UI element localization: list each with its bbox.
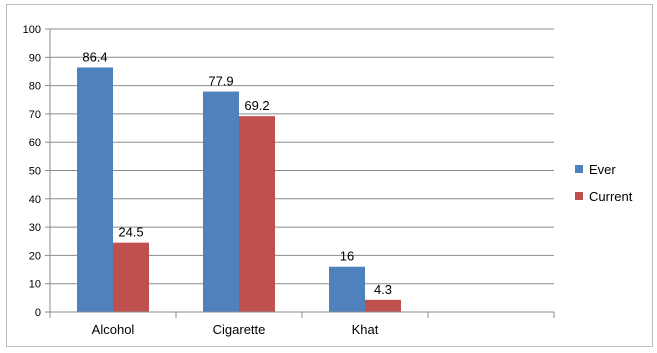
y-tick-label: 30: [29, 222, 41, 234]
bars: [77, 67, 401, 312]
bar-ever-alcohol: [77, 67, 113, 312]
x-tick-label: Khat: [352, 322, 379, 337]
data-label: 69.2: [244, 98, 269, 113]
data-label: 24.5: [118, 225, 143, 240]
legend-label-current: Current: [589, 189, 633, 204]
y-tick-label: 0: [35, 307, 41, 319]
data-labels: 86.4 24.5 77.9 69.2 16 4.3: [82, 49, 392, 296]
data-label: 77.9: [208, 74, 233, 89]
bar-ever-cigarette: [203, 91, 239, 312]
bar-ever-khat: [329, 266, 365, 312]
y-tick-label: 70: [29, 109, 41, 121]
y-tick-label: 20: [29, 250, 41, 262]
x-tick-label: Cigarette: [213, 322, 266, 337]
y-tick-label: 80: [29, 81, 41, 93]
y-tick-label: 10: [29, 279, 41, 291]
bar-current-cigarette: [239, 116, 275, 312]
bar-current-alcohol: [113, 242, 149, 312]
data-label: 16: [340, 249, 354, 264]
bar-current-khat: [365, 299, 401, 312]
y-tick-label: 50: [29, 166, 41, 178]
y-tick-label: 40: [29, 194, 41, 206]
legend: Ever Current: [575, 162, 633, 204]
legend-label-ever: Ever: [589, 162, 616, 177]
y-tick-label: 100: [23, 24, 41, 36]
legend-swatch-current: [575, 192, 583, 200]
x-tick-label: Alcohol: [92, 322, 135, 337]
data-label: 86.4: [82, 49, 107, 64]
y-tick-label: 90: [29, 52, 41, 64]
chart-frame: 0 10 20 30 40 50 60 70 80 90 100 Alcohol Cigarette Kh…: [6, 4, 653, 347]
axes: 0 10 20 30 40 50 60 70 80 90 100 Alcohol Cigarette Kh…: [23, 24, 555, 337]
data-label: 4.3: [374, 282, 392, 297]
bar-chart: 0 10 20 30 40 50 60 70 80 90 100 Alcohol Cigarette Kh…: [23, 24, 633, 337]
legend-swatch-ever: [575, 165, 583, 173]
y-tick-label: 60: [29, 137, 41, 149]
